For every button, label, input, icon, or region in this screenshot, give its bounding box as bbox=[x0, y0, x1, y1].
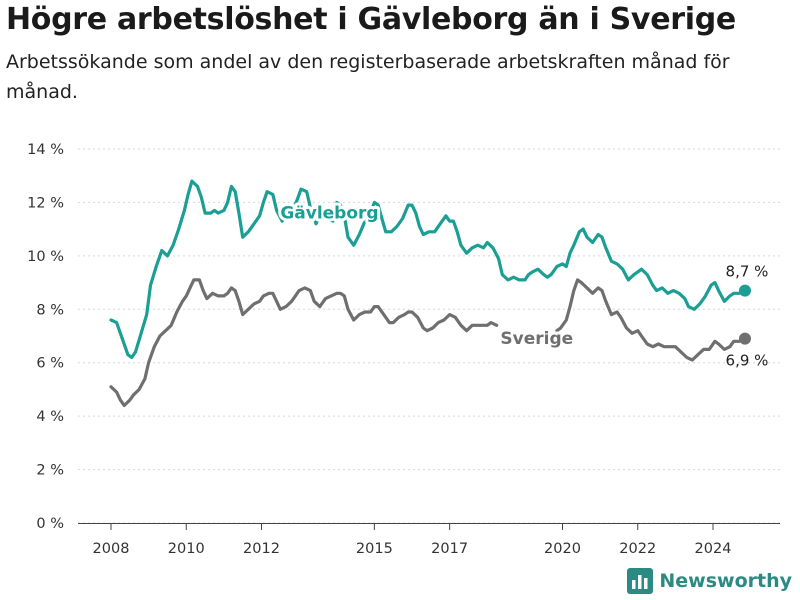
end-point-sverige bbox=[738, 332, 751, 345]
gridlines bbox=[78, 148, 780, 524]
y-tick-label: 6 % bbox=[36, 356, 64, 372]
series bbox=[109, 179, 751, 408]
series-line-sverige bbox=[109, 278, 499, 408]
x-tick-label: 2022 bbox=[619, 541, 656, 557]
y-tick-label: 12 % bbox=[27, 195, 64, 211]
x-tick-label: 2017 bbox=[431, 541, 468, 557]
x-tick-label: 2008 bbox=[93, 541, 130, 557]
y-tick-label: 0 % bbox=[36, 516, 64, 532]
y-tick-label: 4 % bbox=[36, 409, 64, 425]
series-label-g-vleborg: Gävleborg bbox=[280, 203, 378, 223]
x-tick-label: 2012 bbox=[243, 541, 280, 557]
series-line-g-vleborg bbox=[109, 179, 747, 359]
x-tick-label: 2020 bbox=[544, 541, 581, 557]
brand-name: Newsworthy bbox=[659, 570, 792, 592]
newsworthy-logo-icon bbox=[627, 568, 654, 594]
end-value-label-sverige: 6,9 % bbox=[726, 352, 769, 370]
x-tick-label: 2024 bbox=[695, 541, 732, 557]
y-tick-label: 2 % bbox=[36, 463, 64, 479]
y-tick-label: 8 % bbox=[36, 302, 64, 318]
series-label-halo: Sverige bbox=[500, 329, 573, 349]
chart-title: Högre arbetslöshet i Gävleborg än i Sver… bbox=[6, 2, 736, 37]
end-point-g-vleborg bbox=[738, 284, 751, 297]
series-label-sverige: Sverige bbox=[500, 329, 573, 349]
chart-subtitle: Arbetssökande som andel av den registerb… bbox=[6, 51, 730, 103]
series-label-halo: Gävleborg bbox=[280, 203, 378, 223]
axes: 0 % 2 % 4 % 6 % 8 % 10 % 12 % 14 % 2008 2010 2012 2… bbox=[27, 142, 780, 557]
x-tick-label: 2010 bbox=[168, 541, 205, 557]
end-value-label-g-vleborg: 8,7 % bbox=[726, 263, 769, 281]
series-line-sverige-cont bbox=[555, 278, 747, 362]
y-tick-label: 10 % bbox=[27, 249, 64, 265]
x-tick-label: 2015 bbox=[356, 541, 393, 557]
y-tick-label: 14 % bbox=[27, 142, 64, 158]
newsworthy-brand: Newsworthy bbox=[627, 568, 792, 594]
